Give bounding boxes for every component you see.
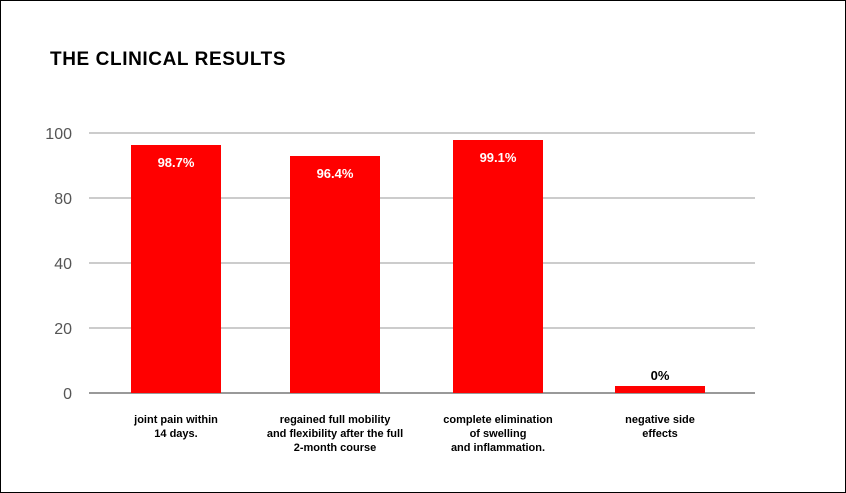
category-label: complete elimination <box>443 414 553 426</box>
bar <box>615 386 705 393</box>
data-label: 99.1% <box>480 150 517 165</box>
y-tick-label: 100 <box>45 126 72 143</box>
data-label: 0% <box>651 368 670 383</box>
data-label: 98.7% <box>158 155 195 170</box>
category-label: and inflammation. <box>451 442 545 454</box>
y-tick-label: 20 <box>54 321 72 338</box>
y-tick-label: 0 <box>63 386 72 403</box>
category-label: and flexibility after the full <box>267 428 403 440</box>
category-label: regained full mobility <box>280 414 392 426</box>
category-label: 14 days. <box>154 428 197 440</box>
bar <box>131 145 221 393</box>
category-label: of swelling <box>470 428 527 440</box>
category-label: 2-month course <box>294 442 377 454</box>
bar <box>290 156 380 393</box>
chart-title: THE CLINICAL RESULTS <box>50 49 287 70</box>
y-tick-label: 40 <box>54 256 72 273</box>
y-tick-label: 80 <box>54 191 72 208</box>
category-label: effects <box>642 428 677 440</box>
category-label: joint pain within <box>133 414 218 426</box>
bar <box>453 140 543 393</box>
data-label: 96.4% <box>317 166 354 181</box>
category-label: negative side <box>625 414 695 426</box>
